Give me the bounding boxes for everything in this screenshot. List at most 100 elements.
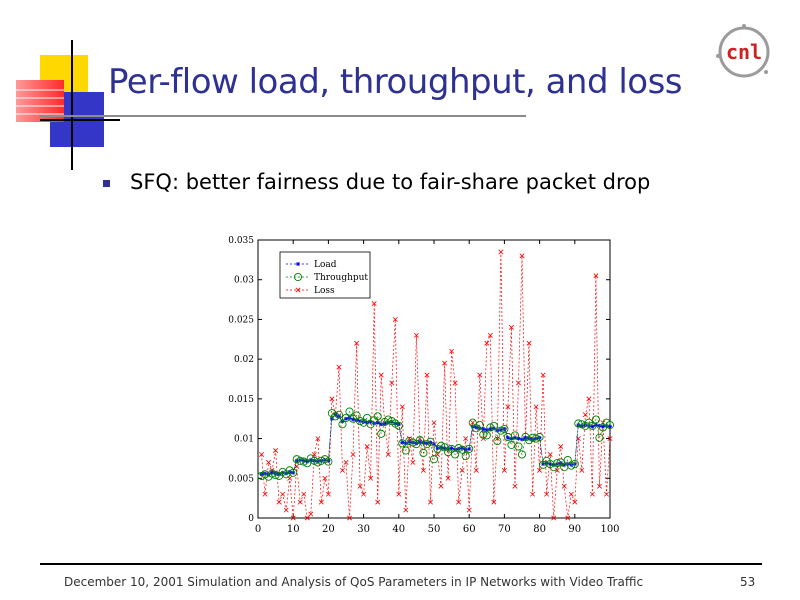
throughput-point — [436, 441, 446, 450]
throughput-point — [588, 421, 597, 430]
load-point — [442, 446, 447, 451]
throughput-point — [373, 412, 382, 421]
legend-label: Throughput — [314, 273, 368, 283]
load-point — [541, 461, 546, 466]
load-point — [488, 427, 493, 432]
throughput-point — [271, 471, 280, 480]
page-number: 53 — [740, 575, 756, 589]
loss-point — [280, 491, 286, 497]
loss-point — [449, 348, 455, 354]
y-tick-label: 0.03 — [234, 276, 254, 286]
cnl-logo: cnl — [716, 24, 770, 78]
slide-title: Per-flow load, throughput, and loss — [108, 62, 683, 102]
throughput-point — [401, 446, 410, 455]
throughput-point — [465, 444, 474, 453]
loss-point — [537, 467, 543, 473]
load-point — [432, 442, 436, 447]
loss-point — [558, 444, 564, 449]
loss-point — [364, 444, 370, 449]
loss-point — [547, 451, 553, 457]
loss-point — [385, 451, 391, 457]
loss-point — [494, 436, 500, 442]
loss-point — [515, 380, 521, 386]
throughput-point — [482, 431, 491, 440]
throughput-point — [605, 421, 615, 430]
loss-point — [603, 491, 609, 497]
load-point — [344, 416, 348, 421]
loss-point — [582, 412, 588, 418]
loss-point — [498, 249, 504, 255]
x-tick-label: 30 — [357, 524, 370, 535]
loss-point — [399, 404, 405, 410]
series-loss — [259, 249, 613, 521]
footer-text: December 10, 2001 Simulation and Analysi… — [64, 575, 644, 589]
series-throughput — [257, 407, 615, 481]
throughput-point — [489, 421, 498, 430]
loss-point — [596, 483, 602, 489]
cnl-logo-text: cnl — [726, 40, 762, 64]
throughput-point — [493, 436, 502, 446]
x-tick-label: 0 — [255, 524, 261, 535]
loss-point — [508, 324, 514, 330]
throughput-point — [510, 431, 520, 440]
load-point — [562, 462, 567, 467]
throughput-point — [289, 468, 298, 477]
throughput-point — [408, 438, 417, 447]
throughput-point — [517, 450, 527, 459]
loss-point — [304, 515, 310, 521]
loss-point — [295, 287, 301, 293]
load-point — [474, 425, 479, 430]
legend-label: Load — [314, 260, 337, 270]
loss-point — [512, 483, 518, 489]
load-point — [351, 417, 356, 422]
loss-point — [336, 364, 342, 370]
throughput-point — [567, 461, 576, 470]
loss-point — [438, 483, 444, 489]
x-tick-label: 50 — [428, 524, 441, 535]
load-point — [590, 424, 595, 429]
loss-point — [445, 475, 451, 481]
throughput-point — [363, 413, 372, 422]
load-point — [379, 422, 384, 427]
throughput-point — [461, 451, 470, 461]
throughput-point — [429, 455, 439, 464]
y-tick-label: 0.005 — [228, 474, 254, 484]
loss-point — [484, 340, 490, 346]
loss-point — [361, 491, 367, 497]
loss-point — [347, 515, 353, 521]
bullet-marker — [103, 180, 110, 187]
load-point — [270, 470, 275, 475]
loss-point — [554, 467, 560, 473]
throughput-point — [496, 426, 505, 435]
loss-point — [371, 301, 377, 307]
loss-point — [526, 340, 532, 346]
loss-point — [308, 511, 314, 517]
loss-point — [579, 467, 585, 473]
throughput-point — [486, 423, 495, 432]
load-point — [449, 446, 454, 451]
y-tick-label: 0.01 — [234, 435, 254, 445]
loss-point — [262, 491, 268, 497]
corner-decoration — [16, 40, 120, 170]
load-point — [505, 435, 510, 440]
loss-point — [276, 499, 282, 505]
x-tick-label: 70 — [498, 524, 511, 535]
throughput-point — [313, 458, 322, 467]
series-line — [261, 251, 611, 519]
throughput-point — [419, 448, 428, 457]
loss-point — [459, 467, 465, 473]
loss-point — [410, 459, 416, 465]
loss-point — [259, 451, 265, 457]
loss-point — [392, 316, 398, 322]
loss-point — [301, 491, 307, 497]
load-point — [467, 446, 472, 451]
loss-point — [290, 515, 296, 521]
loss-point — [442, 360, 448, 366]
throughput-point — [426, 437, 435, 446]
loss-point — [266, 459, 272, 465]
loss-point — [354, 340, 360, 346]
load-point — [291, 470, 296, 475]
throughput-point — [394, 421, 403, 430]
loss-point — [540, 372, 546, 378]
loss-point — [343, 459, 349, 465]
